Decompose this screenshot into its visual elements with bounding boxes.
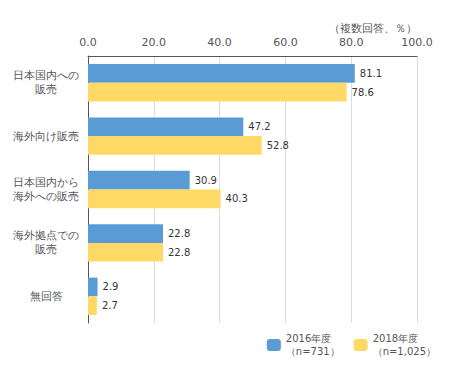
svg-text:2016年度: 2016年度 <box>286 333 331 344</box>
svg-text:2.7: 2.7 <box>102 300 118 311</box>
svg-text:日本国内から: 日本国内から <box>13 176 79 189</box>
svg-text:100.0: 100.0 <box>401 36 433 49</box>
svg-text:海外への販売: 海外への販売 <box>13 190 79 203</box>
svg-text:（複数回答、％）: （複数回答、％） <box>329 22 417 35</box>
svg-text:80.0: 80.0 <box>339 36 364 49</box>
svg-text:22.8: 22.8 <box>168 247 190 258</box>
svg-text:日本国内への: 日本国内への <box>13 69 79 82</box>
svg-text:（n=731）: （n=731） <box>286 346 340 357</box>
svg-text:2018年度: 2018年度 <box>373 333 418 344</box>
svg-text:81.1: 81.1 <box>360 68 382 79</box>
svg-text:20.0: 20.0 <box>142 36 167 49</box>
svg-text:販売: 販売 <box>35 243 57 256</box>
svg-text:78.6: 78.6 <box>352 87 374 98</box>
svg-text:52.8: 52.8 <box>267 140 289 151</box>
svg-text:30.9: 30.9 <box>195 175 217 186</box>
svg-text:2.9: 2.9 <box>103 281 119 292</box>
svg-text:（n=1,025）: （n=1,025） <box>373 346 436 357</box>
svg-text:47.2: 47.2 <box>248 121 270 132</box>
svg-text:海外拠点での: 海外拠点での <box>13 229 79 242</box>
svg-text:無回答: 無回答 <box>30 290 63 303</box>
svg-text:60.0: 60.0 <box>273 36 298 49</box>
svg-text:40.3: 40.3 <box>226 193 248 204</box>
svg-text:海外向け販売: 海外向け販売 <box>13 130 79 143</box>
svg-text:40.0: 40.0 <box>207 36 232 49</box>
svg-text:販売: 販売 <box>35 83 57 96</box>
svg-text:0.0: 0.0 <box>79 36 97 49</box>
svg-text:22.8: 22.8 <box>168 228 190 239</box>
